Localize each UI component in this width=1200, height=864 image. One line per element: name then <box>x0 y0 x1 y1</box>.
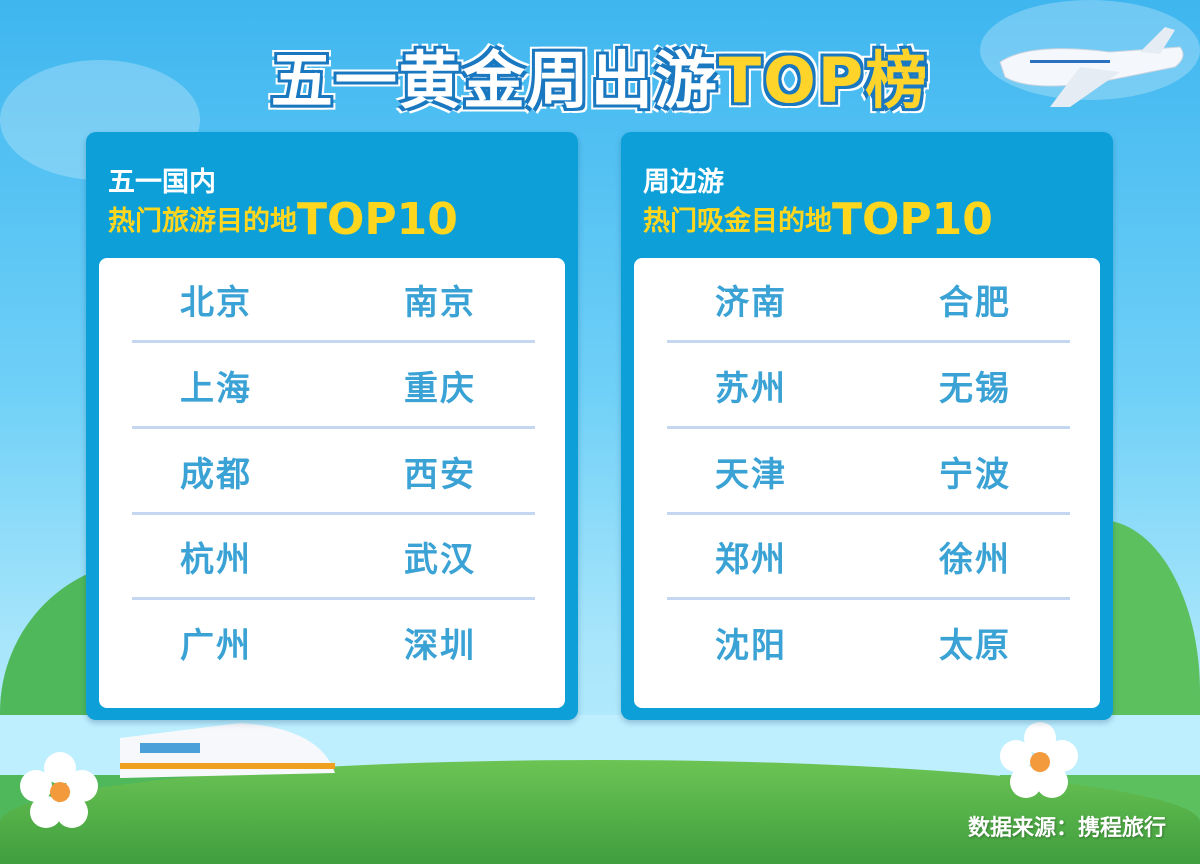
list-item: 广州 深圳 <box>132 600 535 685</box>
city: 沈阳 <box>715 626 787 666</box>
train-icon <box>120 723 335 778</box>
city: 济南 <box>715 282 787 323</box>
page-title: 五一黄金周出游TOP榜 <box>0 30 1200 120</box>
list-item: 杭州 武汉 <box>132 515 535 600</box>
city: 武汉 <box>404 539 476 580</box>
city: 深圳 <box>404 626 476 666</box>
subtitle-highlight: TOP10 <box>832 194 993 245</box>
title-main: 五一黄金周出游 <box>270 44 719 117</box>
city: 广州 <box>180 626 252 666</box>
city: 重庆 <box>404 368 476 409</box>
subtitle-text: 热门吸金目的地 <box>643 206 832 237</box>
city: 天津 <box>715 454 787 495</box>
destination-list: 北京 南京 上海 重庆 成都 西安 杭州 武汉 广州 深圳 <box>99 258 565 708</box>
city: 西安 <box>404 454 476 495</box>
city: 郑州 <box>715 539 787 580</box>
list-item: 天津 宁波 <box>667 430 1070 515</box>
flower-decoration <box>1000 720 1080 800</box>
list-item: 济南 合肥 <box>667 258 1070 343</box>
list-item: 郑州 徐州 <box>667 515 1070 600</box>
city: 南京 <box>404 282 476 323</box>
city: 徐州 <box>939 539 1011 580</box>
panel-subtitle: 热门旅游目的地TOP10 <box>108 194 458 245</box>
subtitle-highlight: TOP10 <box>297 194 458 245</box>
city: 合肥 <box>939 282 1011 323</box>
destination-list: 济南 合肥 苏州 无锡 天津 宁波 郑州 徐州 沈阳 太原 <box>634 258 1100 708</box>
panel-nearby-top10: 周边游 热门吸金目的地TOP10 济南 合肥 苏州 无锡 天津 宁波 郑州 徐州 沈阳 太… <box>621 132 1113 720</box>
list-item: 上海 重庆 <box>132 344 535 429</box>
subtitle-text: 热门旅游目的地 <box>108 206 297 237</box>
city: 无锡 <box>939 368 1011 409</box>
list-item: 苏州 无锡 <box>667 344 1070 429</box>
list-item: 北京 南京 <box>132 258 535 343</box>
panel-subtitle: 热门吸金目的地TOP10 <box>643 194 993 245</box>
panel-domestic-top10: 五一国内 热门旅游目的地TOP10 北京 南京 上海 重庆 成都 西安 杭州 武汉 广州… <box>86 132 578 720</box>
city: 太原 <box>939 626 1011 666</box>
list-item: 成都 西安 <box>132 430 535 515</box>
title-highlight: TOP榜 <box>718 44 930 117</box>
city: 北京 <box>180 282 252 323</box>
list-item: 沈阳 太原 <box>667 600 1070 685</box>
city: 上海 <box>180 368 252 409</box>
panel-heading: 周边游 <box>643 167 724 198</box>
flower-decoration <box>20 750 100 830</box>
city: 成都 <box>180 454 252 495</box>
grass-decoration <box>0 760 1200 864</box>
city: 杭州 <box>180 539 252 580</box>
data-source: 数据来源：携程旅行 <box>967 816 1166 841</box>
panel-heading: 五一国内 <box>108 167 216 198</box>
airplane-icon <box>999 27 1184 107</box>
city: 苏州 <box>715 368 787 409</box>
city: 宁波 <box>939 454 1011 495</box>
